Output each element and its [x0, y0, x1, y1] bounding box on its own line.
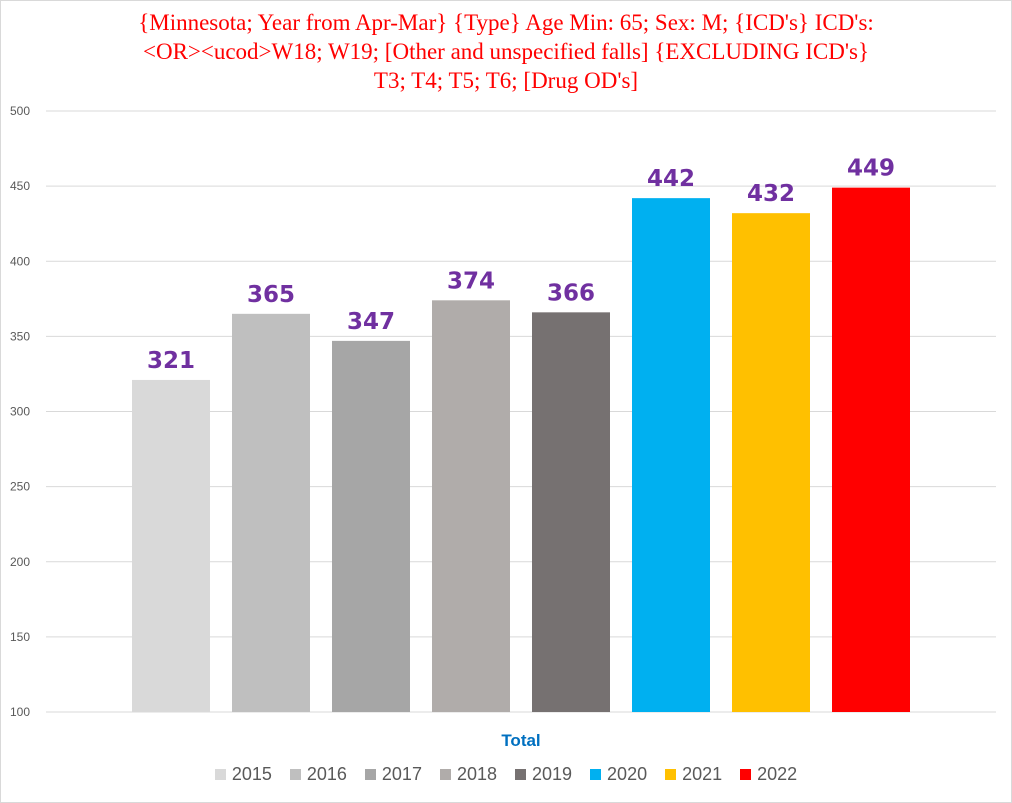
data-label-2020: 442	[647, 166, 695, 192]
y-tick-label: 350	[10, 329, 30, 343]
legend-item-2017: 2017	[364, 764, 422, 785]
y-tick-label: 250	[10, 480, 30, 494]
legend-item-2018: 2018	[439, 764, 497, 785]
legend-label: 2022	[757, 764, 798, 784]
bar-2016	[232, 313, 310, 712]
chart-title-line-3: T3; T4; T5; T6; [Drug OD's]	[373, 68, 639, 93]
bar-2021	[732, 213, 810, 713]
chart-title: {Minnesota; Year from Apr-Mar} {Type} Ag…	[0, 8, 1012, 95]
legend-swatch	[439, 769, 451, 780]
legend-label: 2016	[306, 764, 347, 784]
bar-2017	[332, 340, 410, 712]
legend-item-2020: 2020	[590, 764, 647, 785]
y-tick-label: 450	[10, 179, 30, 193]
legend-label: 2018	[456, 764, 497, 784]
legend-swatch	[740, 769, 752, 780]
legend-swatch	[214, 769, 226, 780]
data-label-2021: 432	[747, 181, 795, 207]
legend-label: 2019	[532, 764, 573, 784]
data-label-2016: 365	[247, 282, 295, 308]
y-tick-label: 150	[10, 630, 30, 644]
legend-swatch	[364, 769, 376, 780]
legend-swatch	[515, 769, 526, 780]
x-category-label: Total	[501, 731, 540, 750]
chart-title-line-1: {Minnesota; Year from Apr-Mar} {Type} Ag…	[138, 10, 874, 35]
data-label-2015: 321	[147, 348, 195, 374]
y-tick-label: 300	[10, 405, 30, 419]
y-tick-label: 500	[10, 104, 30, 118]
bar-2022	[832, 187, 910, 712]
legend-item-2019: 2019	[515, 764, 572, 785]
bar-2015	[132, 379, 210, 712]
bar-2018	[432, 300, 510, 712]
legend-item-2016: 2016	[289, 764, 347, 785]
chart-legend: 2015 2016 2017 2018 2019 2020 2021 2022	[0, 764, 1012, 785]
data-label-2019: 366	[547, 280, 595, 306]
legend-swatch	[289, 769, 301, 780]
y-tick-label: 100	[10, 705, 30, 719]
y-tick-label: 200	[10, 555, 30, 569]
legend-label: 2021	[682, 764, 723, 784]
legend-swatch	[665, 769, 677, 780]
legend-item-2015: 2015	[214, 764, 272, 785]
y-tick-label: 400	[10, 254, 30, 268]
legend-label: 2020	[607, 764, 648, 784]
legend-label: 2017	[381, 764, 422, 784]
bar-2020	[632, 198, 710, 712]
legend-item-2022: 2022	[740, 764, 797, 785]
bar-2019	[532, 312, 610, 712]
data-label-2022: 449	[847, 156, 895, 182]
legend-label: 2015	[231, 764, 272, 784]
data-label-2017: 347	[347, 309, 395, 335]
legend-swatch	[590, 769, 602, 780]
data-label-2018: 374	[447, 268, 495, 294]
chart-title-line-2: <OR><ucod>W18; W19; [Other and unspecifi…	[142, 39, 870, 64]
legend-item-2021: 2021	[665, 764, 722, 785]
